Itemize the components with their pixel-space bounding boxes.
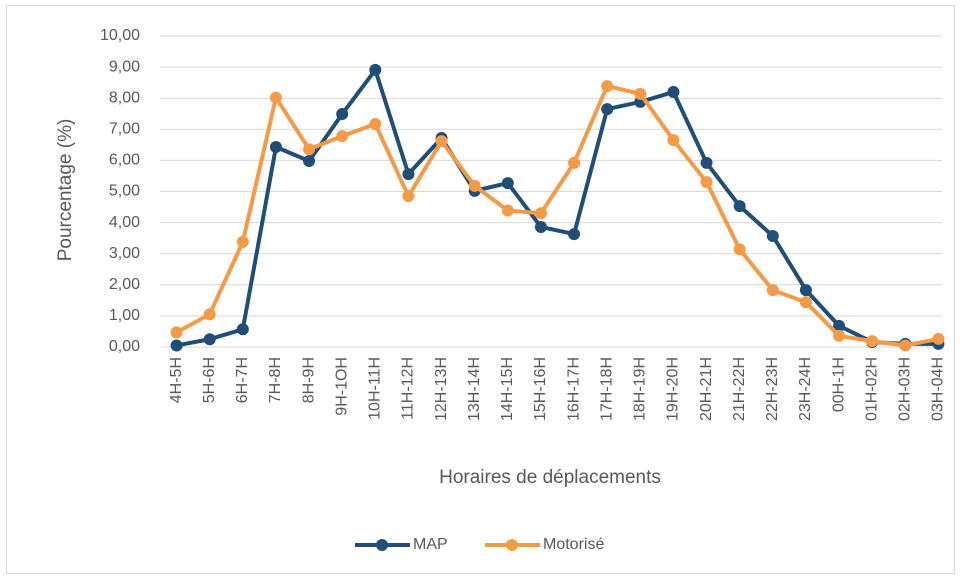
- data-point: [170, 326, 183, 339]
- data-point: [601, 103, 614, 116]
- data-point: [402, 168, 415, 181]
- x-tick-label: 12H-13H: [433, 357, 450, 421]
- data-point: [799, 284, 812, 297]
- y-tick-label: 7,00: [109, 121, 140, 138]
- legend-marker: [506, 539, 518, 551]
- data-point: [866, 335, 879, 348]
- series-line: [175, 84, 939, 348]
- y-tick-label: 3,00: [109, 245, 140, 262]
- data-point: [303, 143, 316, 156]
- x-axis-title: Horaires de déplacements: [439, 467, 661, 488]
- x-tick-label: 20H-21H: [698, 357, 715, 421]
- data-point: [733, 243, 746, 256]
- y-tick-label: 9,00: [109, 58, 140, 75]
- legend-label: Motorisé: [543, 536, 604, 553]
- x-tick-label: 23H-24H: [797, 357, 814, 421]
- y-tick-label: 4,00: [109, 214, 140, 231]
- x-tick-label: 10H-11H: [367, 357, 384, 420]
- data-point: [336, 130, 349, 143]
- data-point: [833, 329, 846, 342]
- data-point: [534, 207, 547, 220]
- data-point: [501, 177, 514, 190]
- x-tick-label: 03H-04H: [930, 357, 947, 421]
- y-tick-label: 0,00: [109, 338, 140, 355]
- data-point: [634, 87, 647, 100]
- x-tick-label: 14H-15H: [499, 357, 516, 421]
- y-tick-label: 6,00: [109, 152, 140, 169]
- data-point: [667, 85, 680, 98]
- data-point: [766, 284, 779, 297]
- data-point: [435, 135, 448, 148]
- x-tick-label: 22H-23H: [764, 357, 781, 421]
- x-tick-label: 7H-8H: [267, 357, 284, 403]
- data-point: [899, 339, 912, 352]
- data-point: [203, 333, 216, 346]
- chart-frame: [6, 5, 955, 574]
- data-point: [468, 179, 481, 192]
- data-point: [833, 319, 846, 332]
- data-point: [700, 156, 713, 169]
- data-point: [799, 296, 812, 309]
- data-point: [236, 235, 249, 248]
- y-axis-title: Pourcentage (%): [55, 119, 76, 262]
- legend-marker: [376, 539, 388, 551]
- x-tick-label: 4H-5H: [168, 357, 185, 403]
- x-tick-label: 15H-16H: [532, 357, 549, 421]
- y-tick-label: 1,00: [109, 307, 140, 324]
- data-point: [236, 323, 249, 336]
- data-point: [269, 141, 282, 154]
- y-tick-label: 10,00: [100, 27, 140, 44]
- x-tick-label: 6H-7H: [234, 357, 251, 403]
- x-tick-label: 13H-14H: [466, 357, 483, 421]
- data-point: [766, 229, 779, 242]
- x-tick-label: 11H-12H: [400, 357, 417, 420]
- x-tick-label: 8H-9H: [300, 357, 317, 403]
- data-point: [733, 200, 746, 213]
- data-point: [568, 228, 581, 241]
- data-point: [601, 80, 614, 93]
- data-point: [932, 332, 945, 345]
- x-tick-label: 17H-18H: [598, 357, 615, 421]
- data-point: [700, 176, 713, 189]
- data-point: [203, 308, 216, 321]
- data-point: [336, 108, 349, 121]
- y-tick-label: 5,00: [109, 183, 140, 200]
- data-point: [369, 63, 382, 76]
- x-tick-label: 01H-02H: [863, 357, 880, 421]
- y-tick-label: 8,00: [109, 89, 140, 106]
- data-point: [269, 91, 282, 104]
- x-tick-label: 02H-03H: [897, 357, 914, 421]
- x-tick-label: 00H-1H: [830, 357, 847, 412]
- data-point: [534, 220, 547, 233]
- x-tick-label: 9H-1OH: [333, 357, 350, 416]
- x-tick-label: 19H-20H: [665, 357, 682, 421]
- legend-label: MAP: [413, 536, 448, 553]
- x-tick-label: 18H-19H: [632, 357, 649, 421]
- y-tick-label: 2,00: [109, 276, 140, 293]
- data-point: [369, 118, 382, 131]
- data-point: [303, 155, 316, 168]
- x-tick-label: 21H-22H: [731, 357, 748, 421]
- x-tick-label: 5H-6H: [201, 357, 218, 403]
- data-point: [568, 156, 581, 169]
- data-point: [402, 190, 415, 203]
- x-tick-label: 16H-17H: [565, 357, 582, 421]
- data-point: [667, 134, 680, 147]
- data-point: [501, 204, 514, 217]
- data-point: [170, 339, 183, 352]
